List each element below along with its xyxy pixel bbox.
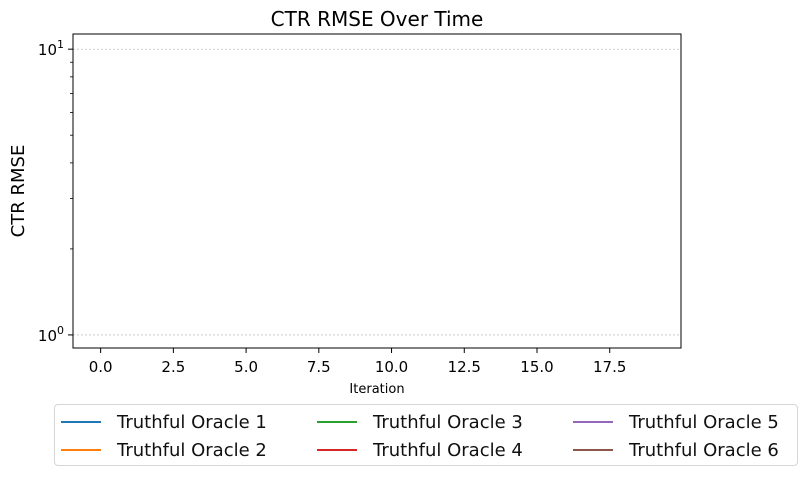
legend-label: Truthful Oracle 4 xyxy=(373,439,523,461)
legend-item: Truthful Oracle 3 xyxy=(317,410,523,434)
legend-swatch xyxy=(573,449,613,451)
x-axis-label: Iteration xyxy=(349,382,404,397)
x-tick-label: 10.0 xyxy=(375,358,408,376)
grid-lines xyxy=(73,48,681,336)
legend: Truthful Oracle 1 Truthful Oracle 2 Truthf… xyxy=(54,404,798,466)
legend-label: Truthful Oracle 6 xyxy=(629,439,779,461)
legend-item: Truthful Oracle 1 xyxy=(61,410,267,434)
x-tick-label: 12.5 xyxy=(448,358,481,376)
y-axis-label: CTR RMSE xyxy=(8,145,29,238)
x-tick-label: 7.5 xyxy=(307,358,331,376)
legend-swatch xyxy=(317,449,357,451)
chart-canvas: CTR RMSE Over Time 0.0 2.5 5.0 7.5 10.0 12.5 1… xyxy=(8,7,682,397)
legend-swatch xyxy=(317,421,357,423)
legend-item: Truthful Oracle 4 xyxy=(317,438,523,462)
legend-label: Truthful Oracle 2 xyxy=(117,439,267,461)
legend-swatch xyxy=(61,421,101,423)
x-axis: 0.0 2.5 5.0 7.5 10.0 12.5 15.0 17.5 xyxy=(89,348,626,376)
y-tick-label: 101 xyxy=(38,38,64,59)
legend-swatch xyxy=(573,421,613,423)
chart-title: CTR RMSE Over Time xyxy=(271,7,484,31)
legend-item: Truthful Oracle 5 xyxy=(573,410,779,434)
legend-label: Truthful Oracle 3 xyxy=(373,411,523,433)
x-tick-label: 5.0 xyxy=(234,358,258,376)
x-tick-label: 15.0 xyxy=(520,358,553,376)
y-axis: 100 101 xyxy=(38,38,73,345)
y-tick-label: 100 xyxy=(38,324,64,345)
x-tick-label: 2.5 xyxy=(161,358,185,376)
legend-item: Truthful Oracle 2 xyxy=(61,438,267,462)
plot-area xyxy=(72,33,682,349)
legend-label: Truthful Oracle 1 xyxy=(117,411,267,433)
x-tick-label: 17.5 xyxy=(593,358,626,376)
legend-label: Truthful Oracle 5 xyxy=(629,411,779,433)
legend-swatch xyxy=(61,449,101,451)
x-tick-label: 0.0 xyxy=(89,358,113,376)
legend-item: Truthful Oracle 6 xyxy=(573,438,779,462)
